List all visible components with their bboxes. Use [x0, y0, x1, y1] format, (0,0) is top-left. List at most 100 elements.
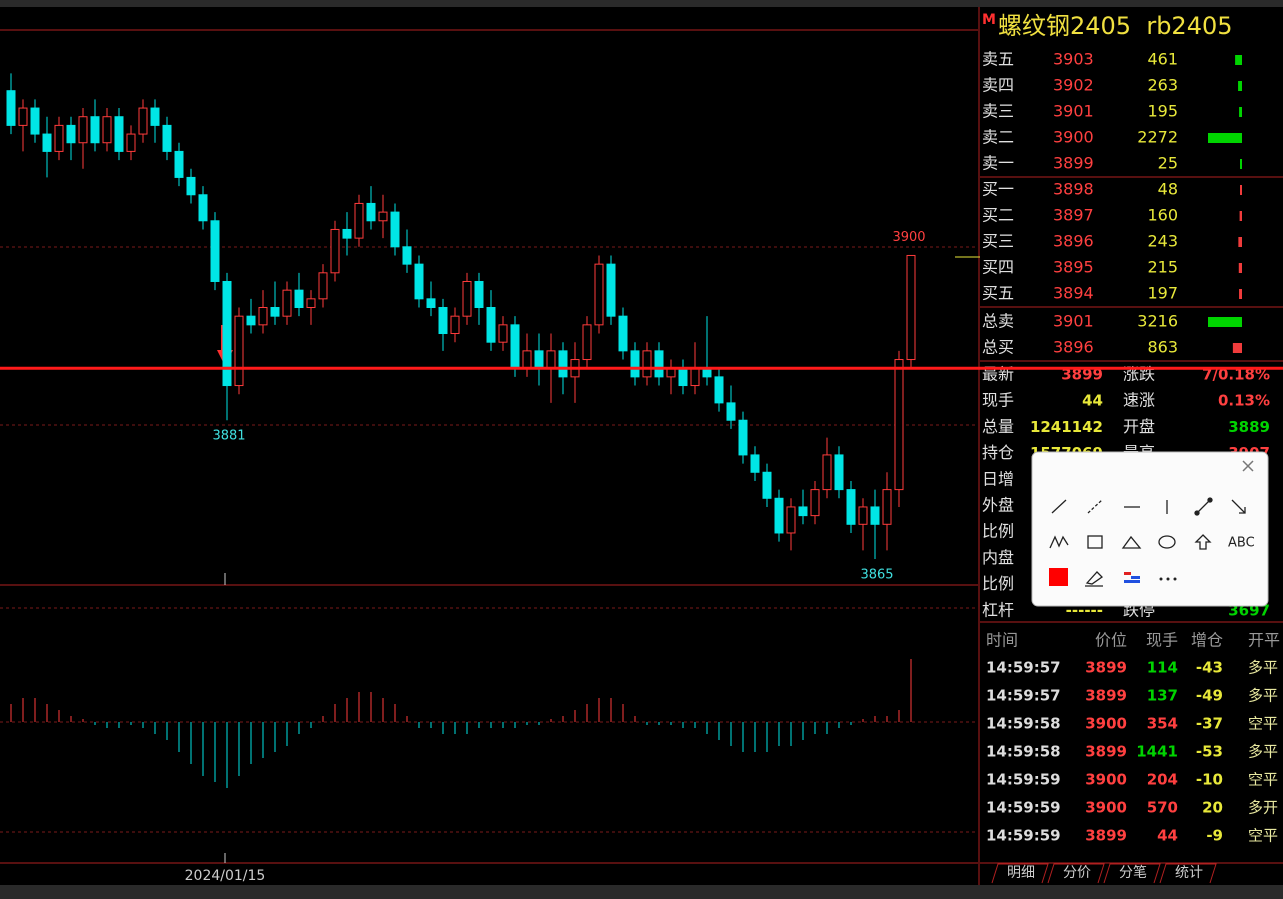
tick-action: 多平	[1248, 659, 1278, 677]
tick-price: 3900	[1085, 799, 1127, 817]
candle-body	[150, 107, 160, 126]
candle-body	[786, 506, 796, 534]
candle-body	[66, 124, 76, 144]
chart: 3900 3881 3865 2024/01/15	[6, 73, 926, 884]
stat-label: 内盘	[982, 548, 1014, 567]
tick-volume: 137	[1147, 687, 1178, 705]
color-tool[interactable]	[1049, 568, 1068, 586]
tick-action: 空平	[1248, 771, 1278, 789]
candle-body	[102, 116, 112, 144]
candle-body	[78, 116, 88, 144]
stat-label: 开盘	[1123, 417, 1155, 436]
text-tool[interactable]: ABC	[1228, 536, 1255, 551]
tick-price: 3899	[1085, 827, 1127, 845]
tick-change: -49	[1196, 687, 1223, 705]
column-header: 时间	[986, 631, 1018, 650]
candle-body	[630, 350, 640, 378]
book-label: 卖五	[982, 50, 1014, 69]
candle-body	[354, 202, 364, 239]
book-price: 3895	[1053, 258, 1094, 277]
tick-change: 20	[1202, 799, 1223, 817]
wave-tool[interactable]	[1049, 535, 1069, 549]
tab[interactable]: 分笔	[1119, 865, 1147, 881]
arrow-tool[interactable]	[1231, 499, 1246, 514]
column-header: 现手	[1146, 631, 1178, 650]
close-button[interactable]	[1242, 460, 1254, 472]
book-price: 3897	[1053, 206, 1094, 225]
candle-body	[798, 506, 808, 517]
book-price: 3899	[1053, 154, 1094, 173]
rect-tool[interactable]	[1087, 535, 1103, 549]
candle-body	[402, 246, 412, 265]
candle-body	[822, 454, 832, 491]
ray-tool[interactable]	[1087, 499, 1103, 514]
stat-value: 3899	[1061, 366, 1103, 384]
volume-bar	[1240, 185, 1242, 195]
book-label: 总卖	[982, 312, 1014, 331]
tab[interactable]: 统计	[1175, 865, 1203, 881]
candle-body	[234, 315, 244, 387]
high-label: 3900	[892, 230, 925, 245]
candle-body	[762, 471, 772, 499]
candle-body	[54, 124, 64, 152]
candle-body	[306, 298, 316, 308]
book-label: 卖一	[982, 154, 1014, 173]
column-header: 价位	[1095, 631, 1127, 650]
tab-shape	[1159, 863, 1217, 884]
stat-label: 速涨	[1123, 391, 1155, 410]
candle-body	[174, 150, 184, 178]
volume-bar	[1235, 55, 1242, 65]
eraser-tool[interactable]	[1085, 571, 1104, 587]
book-price: 3902	[1053, 76, 1094, 95]
bottom-strip	[0, 885, 1283, 899]
tick-action: 多开	[1248, 799, 1278, 817]
drawing-toolbar: ABC	[1031, 451, 1269, 607]
candle-body	[642, 350, 652, 378]
book-volume: 215	[1147, 258, 1178, 277]
candle-body	[834, 454, 844, 491]
tick-time: 14:59:59	[986, 827, 1061, 845]
candle-body	[882, 489, 892, 525]
triangle-tool[interactable]	[1121, 535, 1142, 549]
ellipse-tool[interactable]	[1158, 535, 1176, 549]
tab[interactable]: 分价	[1063, 865, 1091, 881]
book-price: 3898	[1053, 180, 1094, 199]
book-price: 3901	[1053, 102, 1094, 121]
low-label: 3865	[860, 567, 893, 582]
more-tool[interactable]	[1159, 577, 1177, 581]
book-price: 3896	[1053, 232, 1094, 251]
stat-label: 外盘	[982, 496, 1014, 515]
stat-label: 杠杆	[982, 600, 1014, 619]
tick-time: 14:59:59	[986, 771, 1061, 789]
book-label: 卖四	[982, 76, 1014, 95]
candle-body	[894, 359, 904, 491]
candle-body	[462, 280, 472, 317]
book-price: 3894	[1053, 284, 1094, 303]
tick-volume: 1441	[1136, 743, 1178, 761]
tick-time: 14:59:58	[986, 715, 1061, 733]
stat-value: 1241142	[1030, 418, 1103, 436]
tick-change: -53	[1196, 743, 1223, 761]
stat-label: 比例	[982, 522, 1014, 541]
candle-body	[366, 202, 376, 222]
candle-body	[522, 350, 532, 369]
tick-price: 3899	[1085, 659, 1127, 677]
candle-body	[582, 324, 592, 361]
stat-label: 现手	[982, 391, 1014, 410]
tick-time: 14:59:57	[986, 687, 1061, 705]
book-label: 买一	[982, 180, 1014, 199]
segment-tool[interactable]	[1194, 497, 1213, 516]
candle-body	[846, 489, 856, 525]
book-volume: 2272	[1137, 128, 1178, 147]
tab[interactable]: 明细	[1007, 865, 1035, 881]
candle-body	[114, 116, 124, 152]
candle-body	[906, 254, 916, 361]
book-label: 买二	[982, 206, 1014, 225]
up-arrow-tool[interactable]	[1194, 534, 1212, 550]
tick-price: 3899	[1085, 743, 1127, 761]
mark-tool[interactable]	[1124, 572, 1140, 583]
tick-price: 3900	[1085, 715, 1127, 733]
candle-body	[90, 116, 100, 144]
date-label: 2024/01/15	[185, 868, 266, 884]
line-tool[interactable]	[1051, 499, 1067, 514]
